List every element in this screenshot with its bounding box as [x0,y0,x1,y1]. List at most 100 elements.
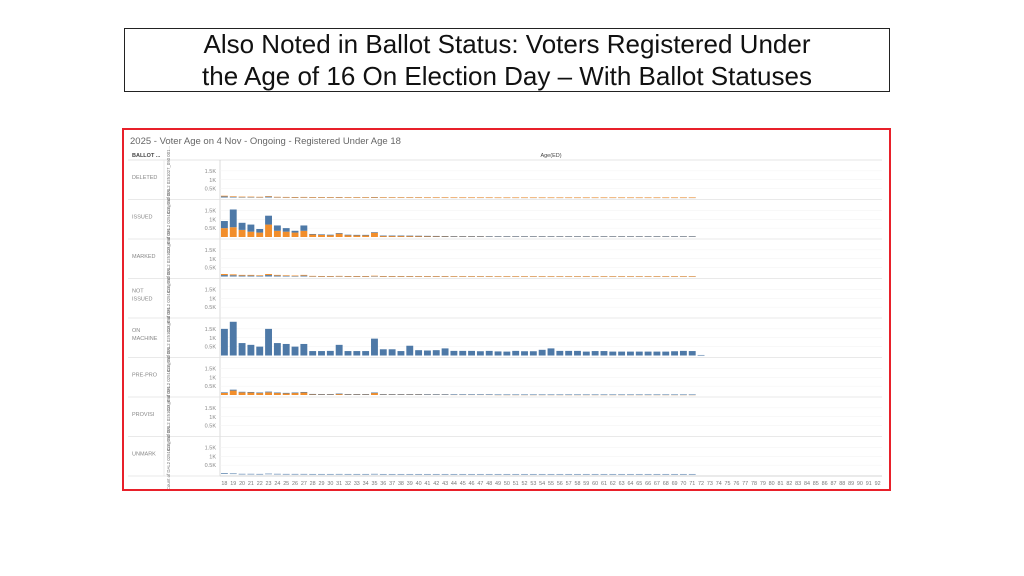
bar [265,392,272,395]
y-axis-label: Count of DAL2 0251027_050 001... [166,146,171,214]
y-axis-label: Count of DAL2 0251027_050 001... [166,383,171,451]
bar [415,276,423,277]
bar [300,230,308,237]
bar [503,473,511,475]
bar [238,196,246,198]
x-tick-label: 90 [857,481,863,487]
bar [318,234,325,237]
bar [600,236,608,237]
bar [644,473,652,475]
bar [256,473,264,475]
status-label: PRE-PRO [132,373,158,379]
bar [300,196,308,198]
bar [538,276,546,277]
x-tick-label: 47 [477,481,483,487]
bar [318,197,325,198]
y-tick-label: 1.5K [205,287,217,293]
bar [671,236,679,237]
bar [635,351,643,356]
bar [247,231,255,237]
bar [494,473,502,475]
bar [618,351,626,356]
chart-frame: 2025 - Voter Age on 4 Nov - Ongoing - Re… [122,128,891,491]
x-tick-label: 70 [680,481,686,487]
y-tick-label: 0.5K [205,305,217,311]
x-tick-label: 60 [592,481,598,487]
bar [335,393,343,395]
bar [679,276,687,277]
x-tick-label: 66 [645,481,651,487]
bar [353,276,361,277]
bar [432,350,440,356]
bar [600,394,608,396]
bar [653,473,661,475]
bar [432,236,440,237]
bar [318,234,325,235]
bar [415,473,423,475]
bar [256,392,264,394]
bar [238,392,246,395]
x-tick-label: 51 [513,481,519,487]
bar [256,275,264,277]
x-tick-label: 29 [319,481,325,487]
bar [362,473,370,475]
bar [256,392,264,395]
bar [538,236,546,237]
bar [256,229,264,233]
bar [556,394,564,396]
bar [388,235,396,237]
bar [476,394,484,395]
bar [229,209,237,228]
bar [662,394,670,396]
x-tick-label: 88 [839,481,845,487]
bar [265,274,272,276]
x-tick-label: 59 [583,481,589,487]
bar [591,351,599,356]
bar [318,473,325,475]
x-tick-label: 22 [257,481,263,487]
x-tick-label: 34 [363,481,369,487]
y-tick-label: 1.5K [205,445,217,451]
bar [441,197,449,198]
bar [379,235,387,237]
bar [273,230,281,237]
x-tick-label: 27 [301,481,307,487]
x-tick-label: 18 [221,481,227,487]
bar [353,351,361,356]
bar [609,473,617,475]
bar [521,197,528,199]
bar [379,394,387,395]
bar [326,394,334,395]
bar [485,236,493,237]
bar [388,394,396,395]
bar [371,197,378,198]
bar [335,393,343,395]
bar [353,197,361,198]
bar [371,473,378,475]
bar [371,232,378,233]
bar [229,321,237,356]
bar [238,222,246,230]
bar [247,392,255,395]
bar [335,233,343,234]
x-tick-label: 73 [707,481,713,487]
slide-title-line2: the Age of 16 On Election Day – With Bal… [202,61,812,91]
status-label: DELETED [132,175,157,181]
bar [679,350,687,356]
bar [529,197,537,199]
bar [344,473,352,475]
bar [229,390,237,395]
x-tick-label: 74 [716,481,722,487]
bar [335,344,343,356]
bar [300,343,308,356]
bar [512,197,520,199]
bar [529,473,537,475]
bar [406,394,414,395]
x-tick-label: 82 [786,481,792,487]
bar [362,351,370,356]
bar [600,197,608,199]
bar [441,236,449,237]
bar [371,338,378,356]
y-tick-label: 1.5K [205,169,217,175]
x-tick-label: 55 [548,481,554,487]
